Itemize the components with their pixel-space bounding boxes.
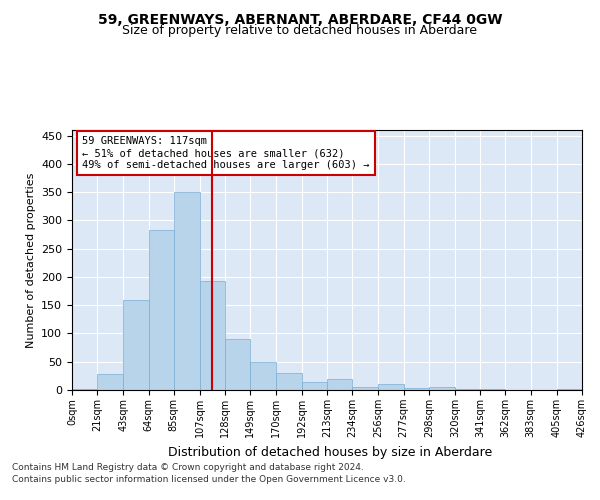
Bar	[124, 300, 149, 390]
Text: 59 GREENWAYS: 117sqm
← 51% of detached houses are smaller (632)
49% of semi-deta: 59 GREENWAYS: 117sqm ← 51% of detached h…	[82, 136, 370, 170]
Bar	[200, 282, 225, 390]
Bar	[72, 389, 97, 390]
Bar	[327, 378, 352, 390]
Bar	[379, 384, 404, 390]
Bar	[97, 374, 124, 390]
Bar	[250, 362, 275, 390]
Bar	[225, 339, 250, 390]
Bar	[149, 230, 174, 390]
Text: 59, GREENWAYS, ABERNANT, ABERDARE, CF44 0GW: 59, GREENWAYS, ABERNANT, ABERDARE, CF44 …	[98, 12, 502, 26]
Text: Contains HM Land Registry data © Crown copyright and database right 2024.: Contains HM Land Registry data © Crown c…	[12, 464, 364, 472]
Bar	[302, 382, 327, 390]
Text: Contains public sector information licensed under the Open Government Licence v3: Contains public sector information licen…	[12, 475, 406, 484]
Bar	[275, 373, 302, 390]
Bar	[455, 389, 480, 390]
Text: Size of property relative to detached houses in Aberdare: Size of property relative to detached ho…	[122, 24, 478, 37]
Bar	[404, 388, 429, 390]
Bar	[174, 192, 200, 390]
Bar	[429, 387, 455, 390]
Bar	[352, 387, 379, 390]
Text: Distribution of detached houses by size in Aberdare: Distribution of detached houses by size …	[168, 446, 492, 459]
Y-axis label: Number of detached properties: Number of detached properties	[26, 172, 35, 348]
